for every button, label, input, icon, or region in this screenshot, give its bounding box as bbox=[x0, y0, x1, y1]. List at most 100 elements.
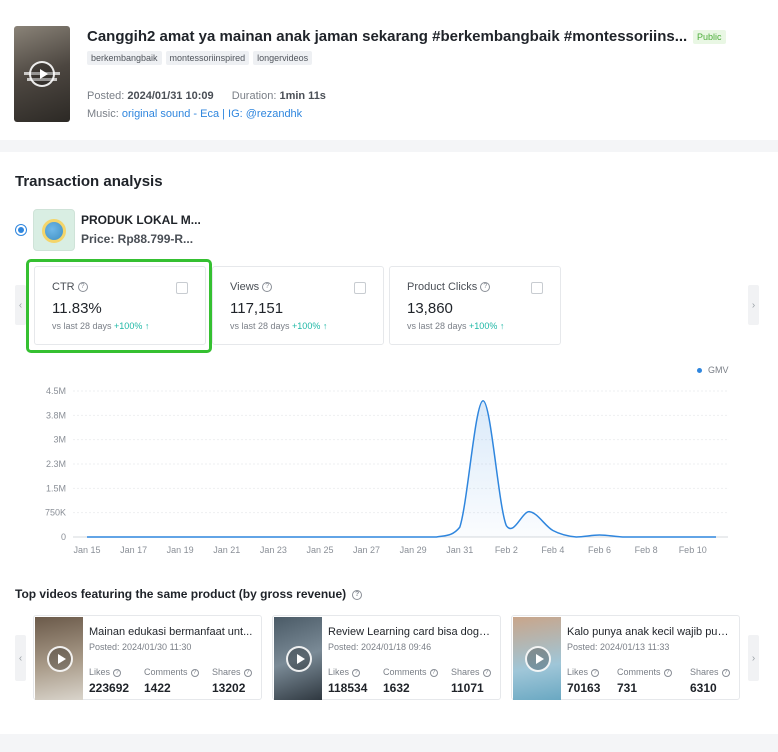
metric-card-views[interactable]: Views? 117,151 vs last 28 days +100% ↑ bbox=[212, 266, 384, 345]
y-tick-label: 3M bbox=[53, 435, 66, 445]
likes-value: 223692 bbox=[89, 681, 130, 695]
chart-legend[interactable]: GMV bbox=[697, 365, 729, 375]
shares-value: 6310 bbox=[690, 681, 717, 695]
metric-comparison: vs last 28 days +100% ↑ bbox=[230, 321, 328, 331]
comments-stat: Comments? 1632 bbox=[383, 667, 438, 695]
top-video-thumbnail[interactable] bbox=[274, 617, 322, 700]
top-video-title[interactable]: Kalo punya anak kecil wajib pun... bbox=[567, 626, 732, 638]
likes-stat: Likes? 70163 bbox=[567, 667, 601, 695]
info-icon[interactable]: ? bbox=[429, 668, 438, 677]
top-video-posted: Posted: 2024/01/13 11:33 bbox=[567, 642, 670, 652]
info-icon[interactable]: ? bbox=[352, 668, 361, 677]
x-tick-label: Jan 17 bbox=[120, 545, 147, 555]
chevron-left-icon[interactable]: ‹ bbox=[15, 285, 26, 325]
y-tick-label: 750K bbox=[45, 508, 66, 518]
info-icon[interactable]: ? bbox=[243, 668, 252, 677]
top-videos-title: Top videos featuring the same product (b… bbox=[15, 587, 363, 601]
metric-checkbox[interactable] bbox=[531, 282, 543, 294]
play-icon[interactable] bbox=[286, 646, 312, 672]
posted-label: Posted: bbox=[87, 90, 125, 102]
top-video-card[interactable]: Kalo punya anak kecil wajib pun... Poste… bbox=[511, 615, 740, 700]
gmv-area bbox=[87, 400, 716, 537]
x-tick-label: Jan 15 bbox=[73, 545, 100, 555]
top-video-card[interactable]: Review Learning card bisa doge... Posted… bbox=[272, 615, 501, 700]
top-video-thumbnail[interactable] bbox=[35, 617, 83, 700]
tag: longervideos bbox=[253, 51, 313, 65]
shares-value: 13202 bbox=[212, 681, 246, 695]
info-icon[interactable]: ? bbox=[190, 668, 199, 677]
comments-stat: Comments? 731 bbox=[617, 667, 672, 695]
chevron-left-icon[interactable]: ‹ bbox=[15, 635, 26, 681]
top-video-thumbnail[interactable] bbox=[513, 617, 561, 700]
y-tick-label: 1.5M bbox=[46, 483, 66, 493]
top-video-card[interactable]: Mainan edukasi bermanfaat unt... Posted:… bbox=[33, 615, 262, 700]
shares-stat: Shares? 13202 bbox=[212, 667, 252, 695]
top-video-posted: Posted: 2024/01/18 09:46 bbox=[328, 642, 432, 652]
info-icon[interactable]: ? bbox=[663, 668, 672, 677]
gmv-chart[interactable]: 0 750K 1.5M 2.3M 3M 3.8M 4.5M Jan 15 Jan 17 Jan 1… bbox=[0, 377, 778, 562]
product-price: Price: Rp88.799-R... bbox=[81, 232, 194, 246]
metric-value: 11.83% bbox=[52, 300, 102, 317]
x-tick-label: Jan 25 bbox=[306, 545, 333, 555]
info-icon[interactable]: ? bbox=[262, 282, 273, 293]
x-tick-label: Feb 4 bbox=[541, 545, 564, 555]
product-image bbox=[33, 209, 75, 251]
x-tick-label: Feb 10 bbox=[679, 545, 707, 555]
metric-checkbox[interactable] bbox=[176, 282, 188, 294]
x-tick-label: Jan 27 bbox=[353, 545, 380, 555]
duration-value: 1min 11s bbox=[279, 90, 326, 102]
play-icon[interactable] bbox=[29, 61, 55, 87]
comments-value: 1422 bbox=[144, 681, 171, 695]
play-icon[interactable] bbox=[525, 646, 551, 672]
likes-value: 70163 bbox=[567, 681, 601, 695]
info-icon[interactable]: ? bbox=[482, 668, 491, 677]
play-icon[interactable] bbox=[47, 646, 73, 672]
info-icon[interactable]: ? bbox=[113, 668, 122, 677]
x-tick-label: Jan 29 bbox=[400, 545, 427, 555]
music-line: Music: original sound - Eca | IG: @rezan… bbox=[87, 108, 302, 120]
info-icon[interactable]: ? bbox=[480, 282, 491, 293]
y-tick-label: 2.3M bbox=[46, 459, 66, 469]
duration-label: Duration: bbox=[231, 90, 277, 102]
posted-duration-line: Posted: 2024/01/31 10:09 Duration: 1min … bbox=[87, 90, 326, 102]
chevron-right-icon[interactable]: › bbox=[748, 635, 759, 681]
top-video-title[interactable]: Mainan edukasi bermanfaat unt... bbox=[89, 626, 253, 638]
x-tick-label: Jan 31 bbox=[446, 545, 473, 555]
tag: berkembangbaik bbox=[87, 51, 162, 65]
info-icon[interactable]: ? bbox=[591, 668, 600, 677]
music-link[interactable]: original sound - Eca | IG: @rezandhk bbox=[121, 108, 303, 120]
video-title[interactable]: Canggih2 amat ya mainan anak jaman sekar… bbox=[87, 28, 688, 45]
transaction-analysis-panel: Transaction analysis PRODUK LOKAL M... P… bbox=[0, 152, 778, 734]
info-icon[interactable]: ? bbox=[77, 282, 88, 293]
video-thumbnail[interactable] bbox=[14, 26, 70, 122]
metric-comparison: vs last 28 days +100% ↑ bbox=[407, 321, 505, 331]
x-tick-label: Feb 2 bbox=[495, 545, 518, 555]
x-tick-label: Jan 23 bbox=[260, 545, 287, 555]
metric-comparison: vs last 28 days +100% ↑ bbox=[52, 321, 150, 331]
info-icon[interactable]: ? bbox=[352, 589, 363, 600]
tag: montessoriinspired bbox=[165, 51, 250, 65]
metric-card-ctr[interactable]: CTR? 11.83% vs last 28 days +100% ↑ bbox=[34, 266, 206, 345]
info-icon[interactable]: ? bbox=[721, 668, 730, 677]
metric-value: 117,151 bbox=[230, 300, 284, 317]
video-card: Canggih2 amat ya mainan anak jaman sekar… bbox=[0, 0, 778, 140]
metric-card-product-clicks[interactable]: Product Clicks? 13,860 vs last 28 days +… bbox=[389, 266, 561, 345]
gmv-line bbox=[86, 399, 716, 538]
comments-value: 1632 bbox=[383, 681, 410, 695]
y-tick-label: 0 bbox=[61, 532, 66, 542]
top-video-title[interactable]: Review Learning card bisa doge... bbox=[328, 626, 493, 638]
posted-value: 2024/01/31 10:09 bbox=[127, 90, 214, 102]
product-radio[interactable] bbox=[15, 224, 27, 236]
top-video-posted: Posted: 2024/01/30 11:30 bbox=[89, 642, 192, 652]
shares-stat: Shares? 6310 bbox=[690, 667, 730, 695]
section-title: Transaction analysis bbox=[15, 173, 163, 190]
likes-stat: Likes? 118534 bbox=[328, 667, 368, 695]
tag-list: berkembangbaik montessoriinspired longer… bbox=[87, 51, 313, 65]
shares-value: 11071 bbox=[451, 681, 484, 695]
music-label: Music: bbox=[87, 108, 119, 120]
comments-value: 731 bbox=[617, 681, 638, 695]
shares-stat: Shares? 11071 bbox=[451, 667, 491, 695]
x-tick-label: Jan 21 bbox=[213, 545, 240, 555]
chevron-right-icon[interactable]: › bbox=[748, 285, 759, 325]
metric-checkbox[interactable] bbox=[354, 282, 366, 294]
